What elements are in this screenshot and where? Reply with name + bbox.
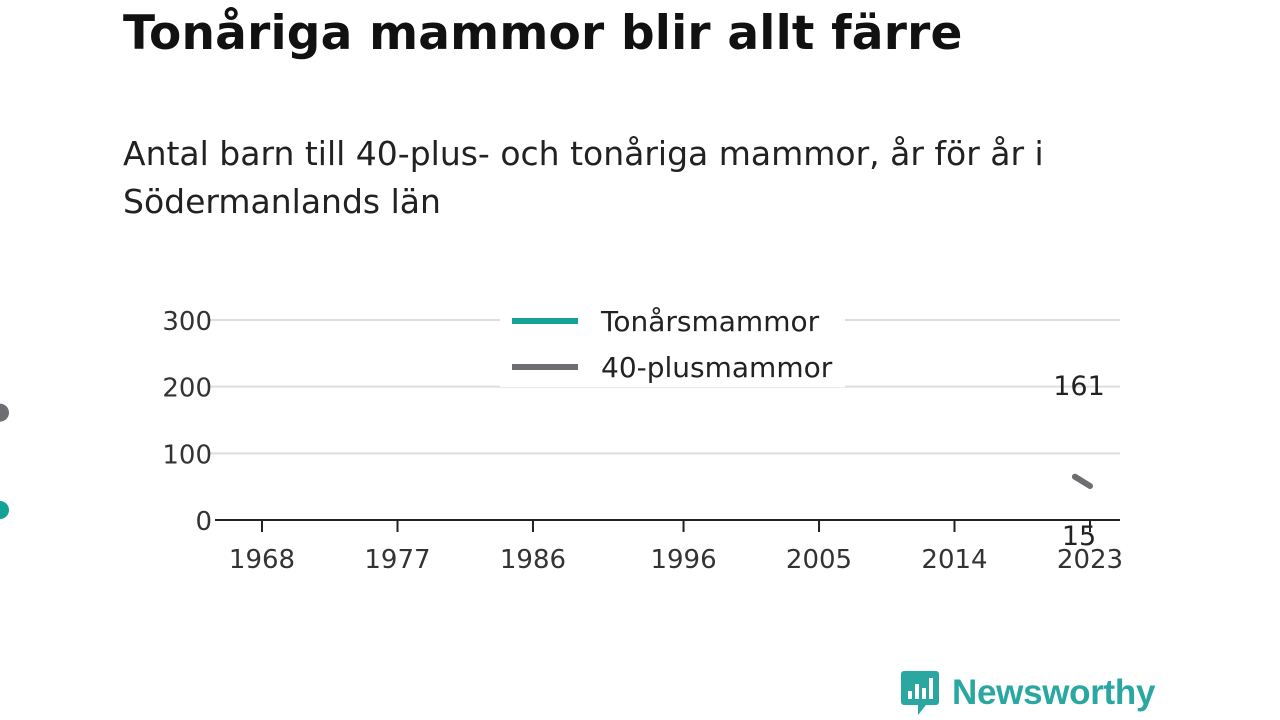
x-tick-label: 2005 (786, 545, 852, 575)
line-chart: 0 100 200 300 1968 1977 1986 1996 2005 2014 2023 T… (0, 295, 1124, 575)
x-tick-label: 1968 (229, 545, 295, 575)
end-point-marker (0, 501, 9, 519)
legend-label: Tonårsmammor (600, 305, 820, 338)
legend: Tonårsmammor 40-plusmammor (512, 305, 833, 384)
chart-subtitle: Antal barn till 40-plus- och tonåriga ma… (123, 134, 1044, 221)
legend-background (500, 295, 845, 387)
newsworthy-logo-icon (901, 671, 939, 715)
end-label-40plus: 161 (1053, 371, 1105, 402)
x-tick-label: 1977 (364, 545, 430, 575)
end-labels: 161 15 (1053, 371, 1105, 552)
end-label-teen: 15 (1062, 521, 1096, 552)
x-tick-label: 2014 (921, 545, 987, 575)
series-line (1071, 473, 1093, 489)
end-point-marker (0, 403, 9, 422)
legend-label: 40-plusmammor (601, 351, 833, 384)
x-tick-label: 1996 (650, 545, 716, 575)
y-tick-label: 100 (162, 440, 212, 470)
chart-title: Tonåriga mammor blir allt färre (123, 6, 963, 61)
x-tick-label: 2023 (1057, 545, 1123, 575)
axes: 0 100 200 300 1968 1977 1986 1996 2005 2014 2023 (162, 307, 1123, 575)
y-tick-label: 0 (195, 507, 212, 537)
brand-logo: Newsworthy (900, 668, 1155, 718)
brand-name: Newsworthy (952, 673, 1156, 712)
y-tick-label: 200 (162, 374, 212, 404)
series-lines (0, 403, 1093, 519)
y-tick-label: 300 (162, 307, 212, 337)
x-tick-label: 1986 (500, 545, 566, 575)
